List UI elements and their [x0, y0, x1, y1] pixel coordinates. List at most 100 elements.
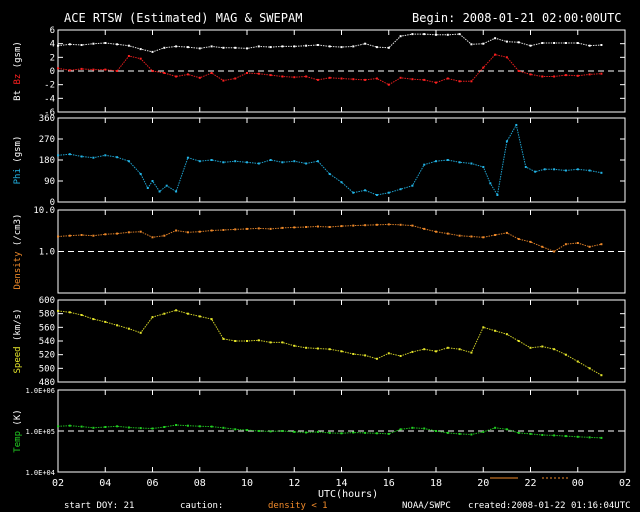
data-point-speed	[399, 355, 402, 357]
xtick-label: 18	[430, 478, 442, 489]
data-point-density	[163, 234, 166, 237]
data-point-phi	[375, 194, 378, 196]
data-point-phi	[68, 153, 71, 156]
series-line-bt	[57, 33, 602, 53]
data-point-phi	[127, 160, 130, 163]
data-point-speed	[588, 367, 591, 370]
ytick-label-density: 1.0	[39, 248, 55, 258]
data-point-bt	[458, 33, 461, 36]
xtick-label: 06	[146, 478, 158, 489]
data-point-temp	[494, 426, 497, 429]
ytick-label-mag: 6	[50, 26, 55, 36]
data-point-speed	[234, 340, 237, 342]
data-point-speed	[316, 347, 319, 350]
data-point-bz	[68, 69, 71, 72]
data-point-phi	[446, 159, 449, 161]
data-point-phi	[328, 173, 331, 175]
data-point-bt	[529, 44, 532, 47]
data-point-speed	[494, 329, 497, 332]
data-point-bz	[127, 55, 130, 57]
data-point-speed	[541, 345, 544, 348]
ytick-label-mag: -2	[44, 81, 55, 91]
data-point-temp	[423, 427, 426, 430]
data-point-phi	[411, 184, 414, 187]
data-point-density	[104, 233, 107, 236]
data-point-bz	[576, 74, 579, 77]
ylabel-phi: Phi (gsm)	[13, 136, 23, 185]
data-point-temp	[163, 426, 166, 428]
data-point-bz	[541, 75, 544, 78]
data-point-density	[175, 229, 178, 232]
data-point-density	[352, 224, 355, 227]
data-point-speed	[600, 374, 603, 377]
data-point-density	[600, 243, 603, 246]
data-point-bz	[269, 74, 272, 77]
data-point-speed	[175, 309, 178, 312]
data-point-speed	[482, 326, 485, 329]
ytick-label-mag: -6	[44, 108, 55, 118]
data-point-density	[316, 225, 319, 228]
data-point-temp	[104, 426, 107, 428]
data-point-bt	[92, 42, 95, 45]
data-point-phi	[293, 160, 296, 163]
data-point-phi	[399, 188, 402, 191]
data-point-bt	[446, 33, 449, 36]
data-point-bt	[600, 44, 603, 46]
data-point-phi	[458, 161, 461, 164]
data-point-phi	[80, 155, 83, 158]
data-point-phi	[165, 184, 168, 187]
created-time: created:2008-01-22 01:16:04UTC	[468, 501, 631, 511]
data-point-temp	[80, 425, 83, 428]
data-point-temp	[340, 432, 343, 435]
data-point-temp	[293, 430, 296, 433]
data-point-bt	[541, 42, 544, 44]
data-point-bz	[198, 76, 201, 79]
data-point-speed	[257, 339, 260, 342]
panel-phi: 360 270 180 90 0 Phi (gsm)	[13, 114, 626, 208]
data-point-phi	[281, 161, 284, 164]
data-point-bz	[316, 78, 319, 81]
data-point-temp	[257, 430, 260, 432]
ytick-label-phi: 180	[39, 156, 55, 166]
xtick-label: 14	[335, 478, 347, 489]
data-point-phi	[352, 191, 355, 194]
begin-time: Begin: 2008-01-21 02:00:00UTC	[412, 11, 622, 25]
data-point-bz	[246, 72, 248, 74]
data-point-bz	[423, 78, 426, 81]
data-point-temp	[411, 426, 414, 429]
data-point-density	[340, 225, 343, 228]
data-point-temp	[281, 430, 284, 432]
data-point-speed	[104, 320, 107, 323]
data-point-speed	[375, 357, 378, 360]
data-point-phi	[139, 173, 142, 175]
data-point-bz	[92, 68, 95, 71]
data-point-phi	[482, 166, 485, 168]
ytick-label-speed: 520	[39, 351, 55, 361]
data-point-speed	[57, 309, 59, 312]
data-point-density	[446, 232, 449, 235]
data-point-bt	[399, 35, 402, 38]
data-point-bt	[68, 43, 71, 46]
data-point-density	[305, 226, 308, 228]
data-point-bt	[57, 44, 59, 47]
xtick-label: 02	[52, 478, 64, 489]
data-point-bt	[435, 33, 437, 36]
data-point-bt	[210, 45, 213, 48]
ylabel-part: (gsm)	[13, 136, 23, 169]
data-point-bt	[246, 47, 248, 50]
data-point-speed	[364, 354, 367, 357]
data-point-density	[80, 234, 83, 236]
ytick-label-density: 10.0	[33, 206, 55, 216]
data-point-temp	[529, 432, 532, 435]
data-point-bz	[435, 81, 437, 84]
data-point-density	[116, 232, 119, 235]
data-point-density	[541, 245, 544, 248]
data-point-speed	[470, 351, 473, 354]
data-point-speed	[293, 344, 296, 347]
data-point-phi	[387, 191, 390, 194]
data-point-temp	[482, 430, 485, 433]
ylabel-part: Bt	[13, 90, 23, 101]
data-point-bt	[139, 48, 142, 51]
xtick-label: 16	[383, 478, 395, 489]
